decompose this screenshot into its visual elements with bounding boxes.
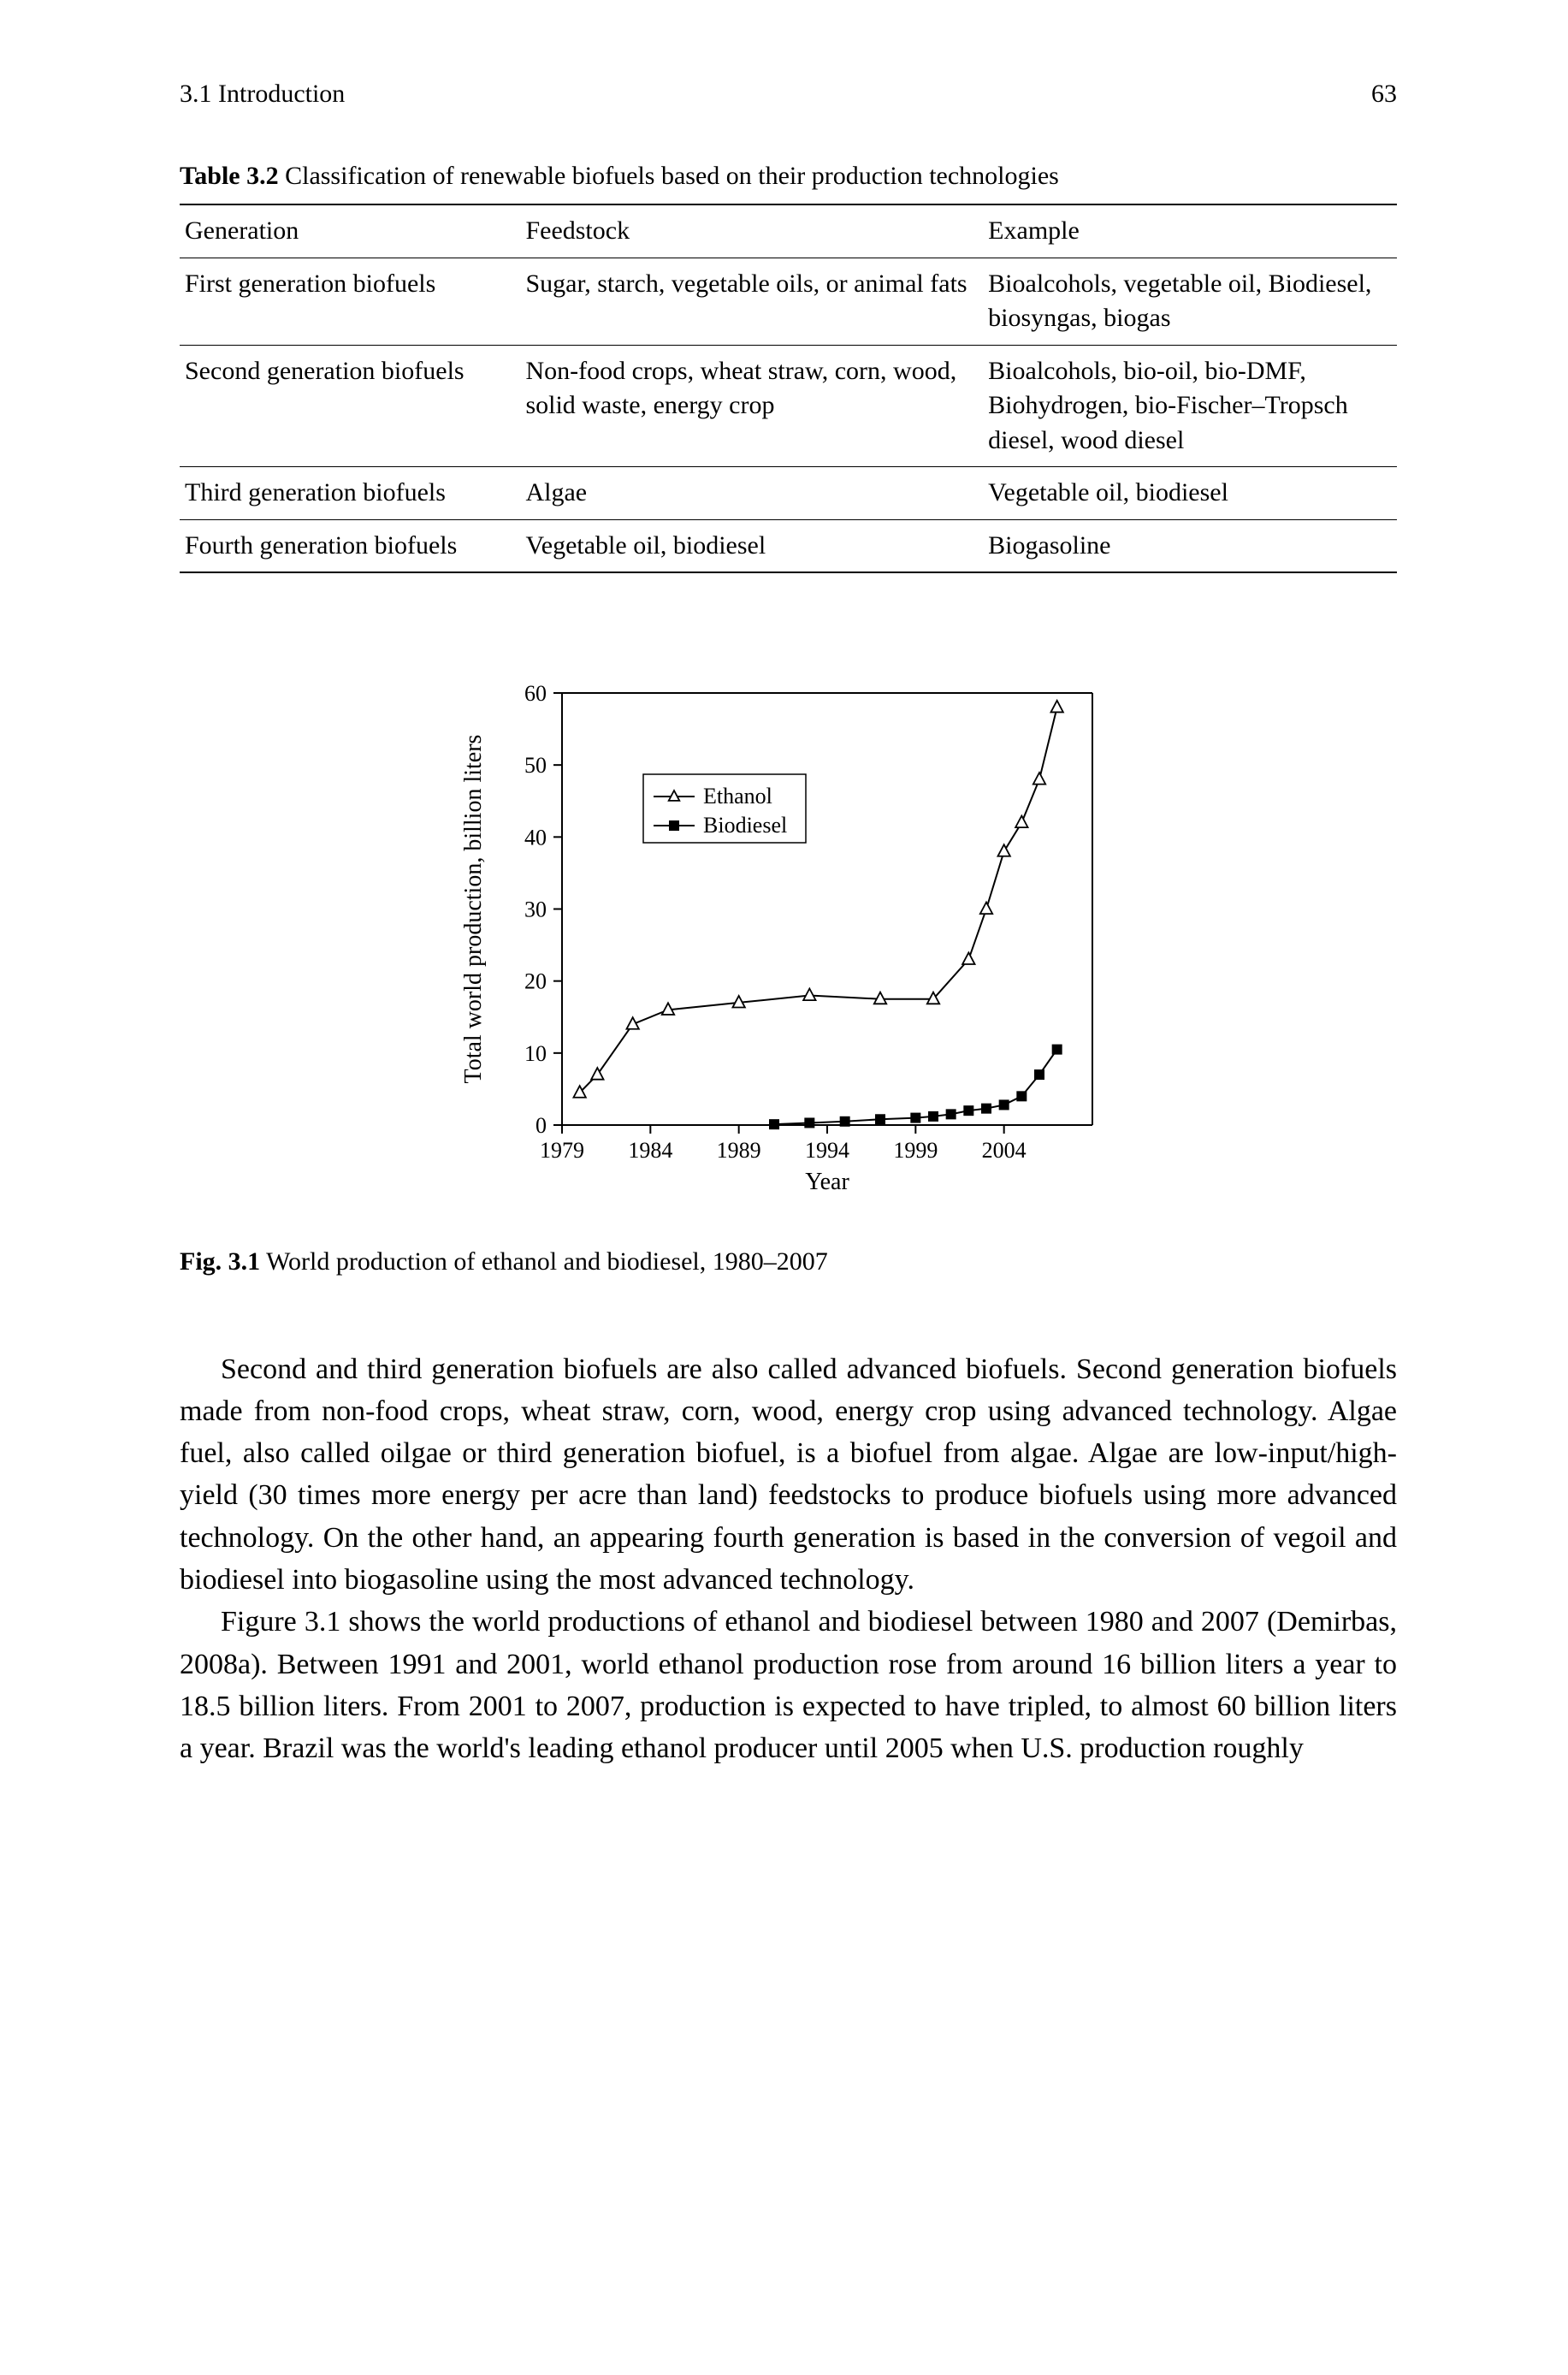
svg-text:Total world production, billi: Total world production, billion liters [460,735,487,1084]
svg-text:1989: 1989 [716,1138,760,1163]
cell-generation: Third generation biofuels [180,467,520,520]
svg-text:20: 20 [524,969,547,994]
cell-example: Biogasoline [983,519,1397,572]
table-row: Second generation biofuels Non-food crop… [180,345,1397,467]
table-caption: Table 3.2 Classification of renewable bi… [180,159,1397,194]
figure-label: Fig. 3.1 [180,1247,260,1276]
biofuel-classification-table: Generation Feedstock Example First gener… [180,204,1397,573]
svg-text:1984: 1984 [628,1138,672,1163]
chart-svg: 0 10 20 30 40 50 60 1979 1984 1989 1994 1999 2004 Yea… [438,672,1139,1219]
cell-feedstock: Vegetable oil, biodiesel [520,519,983,572]
cell-example: Bioalcohols, vegetable oil, Biodiesel, b… [983,258,1397,345]
body-text: Second and third generation biofuels are… [180,1348,1397,1770]
cell-example: Vegetable oil, biodiesel [983,467,1397,520]
cell-example: Bioalcohols, bio-oil, bio-DMF, Biohydrog… [983,345,1397,467]
col-header-example: Example [983,204,1397,258]
table-label: Table 3.2 [180,162,279,190]
figure-caption-text: World production of ethanol and biodiese… [266,1247,828,1276]
svg-text:30: 30 [524,897,547,922]
figure-caption: Fig. 3.1 World production of ethanol and… [180,1245,828,1280]
svg-text:Ethanol: Ethanol [703,784,772,808]
table-row: Third generation biofuels Algae Vegetabl… [180,467,1397,520]
page: 3.1 Introduction 63 Table 3.2 Classifica… [0,0,1568,2375]
svg-text:10: 10 [524,1041,547,1066]
table-caption-text: Classification of renewable biofuels bas… [285,162,1059,190]
cell-feedstock: Non-food crops, wheat straw, corn, wood,… [520,345,983,467]
svg-text:Biodiesel: Biodiesel [703,813,787,838]
table-header-row: Generation Feedstock Example [180,204,1397,258]
paragraph: Figure 3.1 shows the world productions o… [180,1601,1397,1769]
section-marker: 3.1 Introduction [180,77,345,112]
cell-generation: Second generation biofuels [180,345,520,467]
page-number: 63 [1371,77,1397,112]
svg-text:0: 0 [535,1113,547,1138]
svg-text:50: 50 [524,753,547,778]
production-chart: 0 10 20 30 40 50 60 1979 1984 1989 1994 1999 2004 Yea… [438,672,1139,1219]
paragraph: Second and third generation biofuels are… [180,1348,1397,1602]
col-header-feedstock: Feedstock [520,204,983,258]
svg-text:1999: 1999 [893,1138,938,1163]
running-head: 3.1 Introduction 63 [180,77,1397,112]
col-header-generation: Generation [180,204,520,258]
cell-generation: Fourth generation biofuels [180,519,520,572]
cell-feedstock: Algae [520,467,983,520]
cell-feedstock: Sugar, starch, vegetable oils, or animal… [520,258,983,345]
figure-3-1: 0 10 20 30 40 50 60 1979 1984 1989 1994 1999 2004 Yea… [180,672,1397,1280]
table-row: First generation biofuels Sugar, starch,… [180,258,1397,345]
svg-text:1979: 1979 [540,1138,584,1163]
table-row: Fourth generation biofuels Vegetable oil… [180,519,1397,572]
svg-text:1994: 1994 [805,1138,849,1163]
cell-generation: First generation biofuels [180,258,520,345]
svg-text:2004: 2004 [981,1138,1026,1163]
svg-text:Year: Year [805,1169,849,1195]
svg-text:40: 40 [524,825,547,850]
svg-text:60: 60 [524,681,547,706]
